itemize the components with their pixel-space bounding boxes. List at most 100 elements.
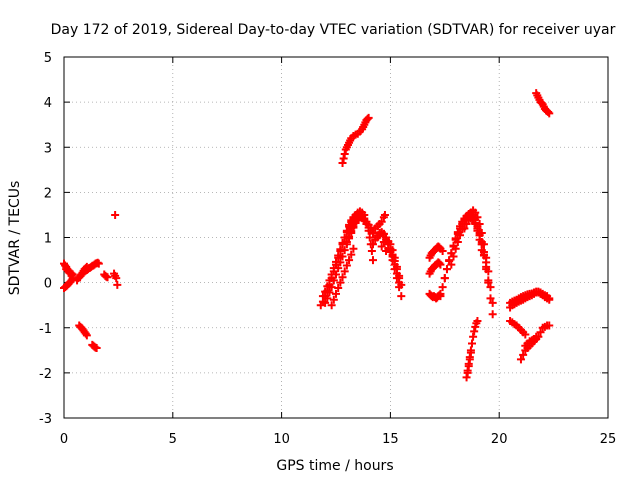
data-point [340,246,349,255]
y-axis: -3 -2 -1 0 1 2 3 4 5 [39,51,608,427]
data-point [440,274,449,283]
data-point [365,233,374,242]
data-point [325,288,334,297]
series-low-1 [462,316,482,382]
data-point [334,284,343,293]
data-point [377,242,386,251]
y-tick-label: 4 [44,96,52,111]
data-point [377,217,386,226]
y-tick-label: -3 [39,412,52,427]
series-early-7 [88,340,101,353]
series-arc-a6 [347,210,375,233]
series-arc-a4 [327,244,358,310]
data-point [386,246,395,255]
data-point [368,240,377,249]
series-late-2 [506,287,554,307]
data-point [486,294,495,303]
data-point [545,294,554,303]
data-point [488,298,497,307]
data-point [482,262,491,271]
series-arc-c2 [425,258,445,278]
data-point [82,262,91,271]
data-point [323,294,332,303]
data-point [345,232,354,241]
data-point [464,362,473,371]
series-high-1 [338,113,373,168]
series-mid-2 [371,210,389,233]
series-arc-d3 [447,206,497,307]
data-point [436,292,445,301]
data-point [332,270,340,279]
y-tick-label: 5 [44,51,52,66]
data-point [112,274,121,283]
y-tick-label: 1 [44,232,52,247]
data-point [469,332,478,341]
data-point [456,231,465,240]
data-point [92,344,101,353]
data-point [447,260,456,269]
data-point [479,250,488,259]
data-point [545,109,554,118]
series-arc-b4 [382,244,404,283]
series-arc-c1 [425,242,447,262]
chart-title: Day 172 of 2019, Sidereal Day-to-day VTE… [51,22,616,38]
data-point [364,226,373,235]
series-early-4 [73,258,103,285]
series-late-5 [521,332,541,350]
y-tick-label: -1 [39,322,52,337]
y-axis-label: SDTVAR / TECUs [7,181,23,296]
y-tick-label: -2 [39,367,52,382]
data-point [445,256,454,265]
series-mid-1 [364,226,377,265]
data-point [473,224,482,233]
data-point [442,265,451,274]
data-point [380,210,389,219]
data-point [336,278,345,287]
data-point [82,331,91,340]
data-point [111,210,120,219]
data-point [484,276,493,285]
series-low-2 [463,348,475,377]
data-point [463,368,472,377]
data-point [438,283,447,292]
data-point [468,339,476,348]
series-early-8 [100,270,112,282]
x-tick-label: 0 [60,432,68,447]
data-point [536,328,545,337]
series-early-9 [110,269,122,289]
data-point [318,292,327,301]
data-point [470,327,479,336]
data-point [473,316,482,325]
grid [64,57,608,418]
data-point [338,159,347,168]
data-point [397,280,406,289]
x-tick-label: 10 [273,432,290,447]
data-point [460,224,469,233]
data-point [388,250,397,259]
data-point [521,330,530,339]
data-point [349,244,358,253]
data-point [438,247,447,256]
data-point [367,247,376,256]
x-tick-label: 15 [382,432,399,447]
y-tick-label: 0 [44,277,52,292]
data-point [465,355,474,364]
data-point [453,238,462,247]
data-point [545,321,554,330]
data-point [332,289,340,298]
data-point [451,244,460,253]
series-arc-d5 [460,214,493,285]
data-point [436,260,445,269]
series-arc-b3 [377,235,406,289]
x-axis: 0 5 10 15 20 25 [60,57,616,447]
x-axis-label: GPS time / hours [276,458,393,474]
data-point [486,283,495,292]
data-point [340,267,349,276]
data-point [340,150,349,159]
series-late-3 [506,316,530,339]
data-point [329,295,338,304]
data-point [462,373,471,382]
series-late-6 [532,89,554,118]
data-point [544,108,553,117]
